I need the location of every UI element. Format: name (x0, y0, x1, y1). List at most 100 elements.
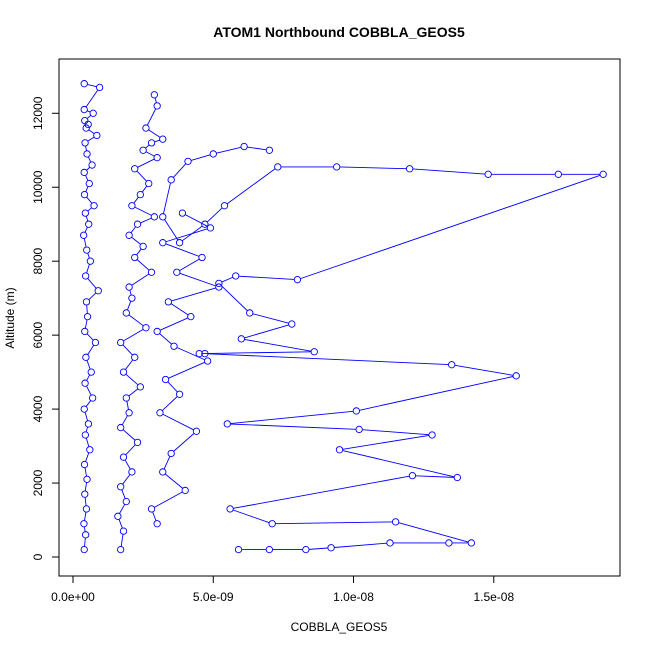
series-segment (164, 219, 179, 241)
data-point (80, 520, 88, 528)
series-segment (131, 273, 150, 286)
data-point (453, 473, 461, 482)
data-series (114, 91, 167, 554)
series-segment (146, 108, 157, 126)
series-segment (275, 521, 393, 525)
series-segment (154, 491, 183, 508)
series-segment (134, 206, 152, 216)
data-point (122, 394, 130, 402)
series-segment (85, 216, 89, 222)
data-point (215, 279, 223, 288)
series-segment (167, 381, 178, 393)
data-point (240, 142, 248, 151)
data-point (80, 168, 88, 177)
series-segment (86, 360, 91, 370)
data-point (133, 220, 142, 228)
data-point (599, 170, 607, 178)
series-segment (137, 158, 155, 168)
series-segment (170, 303, 189, 316)
data-point (184, 157, 192, 165)
series-segment (87, 252, 90, 259)
data-point (80, 190, 89, 199)
series-segment (168, 361, 205, 379)
data-point (201, 349, 209, 358)
x-axis: 0.0e+00 5.0e-09 1.0e-08 1.5e-08 (51, 575, 514, 604)
series-segment (454, 364, 514, 376)
x-tick-label: 1.0e-08 (333, 590, 374, 604)
series-segment (84, 497, 87, 506)
data-point (153, 102, 161, 110)
data-point (125, 231, 133, 239)
data-point (117, 338, 125, 347)
series-segment (398, 522, 469, 543)
data-point (83, 246, 91, 254)
chart-title: ATOM1 Northbound COBBLA_GEOS5 (213, 24, 465, 40)
data-point (428, 431, 436, 439)
series-segment (133, 196, 139, 204)
series-segment (171, 287, 216, 302)
data-point (333, 163, 341, 171)
data-point (512, 372, 520, 380)
series-segment (252, 313, 289, 324)
data-point (89, 109, 97, 117)
series-segment (85, 175, 89, 181)
data-point (117, 483, 125, 491)
series-segment (84, 537, 86, 547)
series-segment (334, 542, 387, 548)
series-segment (86, 374, 91, 381)
data-series (159, 142, 607, 554)
series-segment (164, 473, 184, 489)
series-segment (85, 452, 90, 462)
series-segment (123, 328, 144, 342)
series-segment (125, 444, 136, 456)
x-tick-label: 0.0e+00 (51, 590, 95, 604)
data-point (159, 468, 167, 476)
data-point (81, 490, 89, 498)
series-segment (136, 170, 147, 182)
series-segment (87, 110, 91, 113)
data-point (122, 309, 130, 317)
series-segment (122, 429, 136, 441)
data-point (310, 348, 318, 356)
data-point (355, 425, 363, 434)
data-point (159, 213, 167, 221)
series-segment (84, 512, 87, 521)
series-segment (232, 509, 270, 524)
data-point (164, 298, 173, 306)
series-segment (141, 185, 148, 193)
data-point (167, 176, 175, 184)
data-point (178, 209, 187, 217)
data-point (161, 375, 170, 384)
data-point (153, 327, 161, 336)
series-segment (136, 248, 142, 256)
series-segment (124, 459, 131, 470)
series-segment (308, 547, 328, 550)
data-point (142, 324, 150, 332)
data-point (125, 409, 133, 417)
data-point (170, 342, 178, 350)
x-tick-label: 5.0e-09 (193, 590, 234, 604)
data-point (80, 545, 88, 554)
series-segment (165, 228, 208, 243)
series-segment (152, 511, 157, 521)
data-point (408, 472, 417, 480)
data-point (94, 287, 102, 295)
x-axis-label: COBBLA_GEOS5 (291, 620, 388, 634)
series-segment (233, 475, 410, 509)
series-segment (226, 168, 276, 205)
data-point (175, 390, 184, 398)
data-point (119, 453, 128, 461)
series-segment (84, 319, 88, 329)
data-point (90, 202, 98, 210)
series-segment (202, 351, 312, 355)
series-segment (190, 154, 211, 161)
series-segment (244, 324, 289, 339)
series-segment (230, 410, 354, 425)
data-point (234, 545, 243, 554)
data-point (206, 224, 215, 232)
y-axis-label: Altitude (m) (3, 287, 17, 348)
series-segment (86, 196, 93, 204)
data-point (117, 545, 125, 554)
series-segment (412, 168, 486, 175)
